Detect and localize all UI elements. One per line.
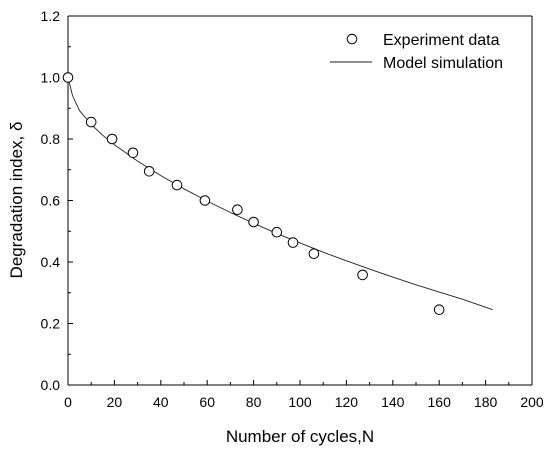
experiment-data-point [199,195,211,206]
experiment-data-point [357,269,368,281]
y-axis-ticks: 0.0 0.2 0.4 0.6 0.8 1.0 1.2 [41,8,73,393]
x-tick-label: 160 [428,394,452,410]
experiment-data-point [232,204,243,215]
experiment-data-point [106,133,118,145]
experiment-data-point [171,179,183,191]
experiment-data-point [271,226,283,238]
experiment-data-series [62,72,445,316]
experiment-data-point [308,248,320,259]
experiment-data-point [248,216,259,228]
x-tick-label: 80 [246,394,262,410]
x-tick-label: 0 [64,394,72,410]
legend-marker-experiment [346,33,358,45]
x-tick-label: 60 [199,394,215,410]
x-tick-label: 120 [335,394,359,410]
experiment-data-point [143,166,155,177]
x-tick-label: 180 [474,394,498,410]
x-tick-label: 100 [288,394,312,410]
x-axis-title: Number of cycles,N [226,427,374,446]
experiment-data-point [62,72,74,83]
experiment-data-point [85,116,97,128]
y-tick-label: 0.4 [41,254,61,270]
x-tick-label: 40 [153,394,169,410]
y-tick-label: 1.2 [41,8,61,24]
legend-label-model: Model simulation [383,55,503,72]
x-tick-label: 140 [381,394,405,410]
x-tick-label: 200 [520,394,544,410]
experiment-data-point [433,304,445,316]
y-axis-title: Degradation index, δ [7,122,26,279]
x-axis-ticks: 0 20 40 60 80 100 120 140 160 180 200 [64,380,544,410]
experiment-data-point [287,237,299,248]
model-simulation-line [67,77,493,311]
y-tick-label: 0.2 [41,316,61,332]
model-simulation-series [67,77,493,311]
experiment-data-point [127,147,139,159]
legend-label-experiment: Experiment data [383,32,500,49]
y-tick-label: 1.0 [41,70,61,86]
y-tick-label: 0.6 [41,193,61,209]
y-tick-label: 0.0 [41,377,61,393]
x-tick-label: 20 [107,394,123,410]
legend: Experiment data Model simulation [330,32,503,72]
y-tick-label: 0.8 [41,131,61,147]
